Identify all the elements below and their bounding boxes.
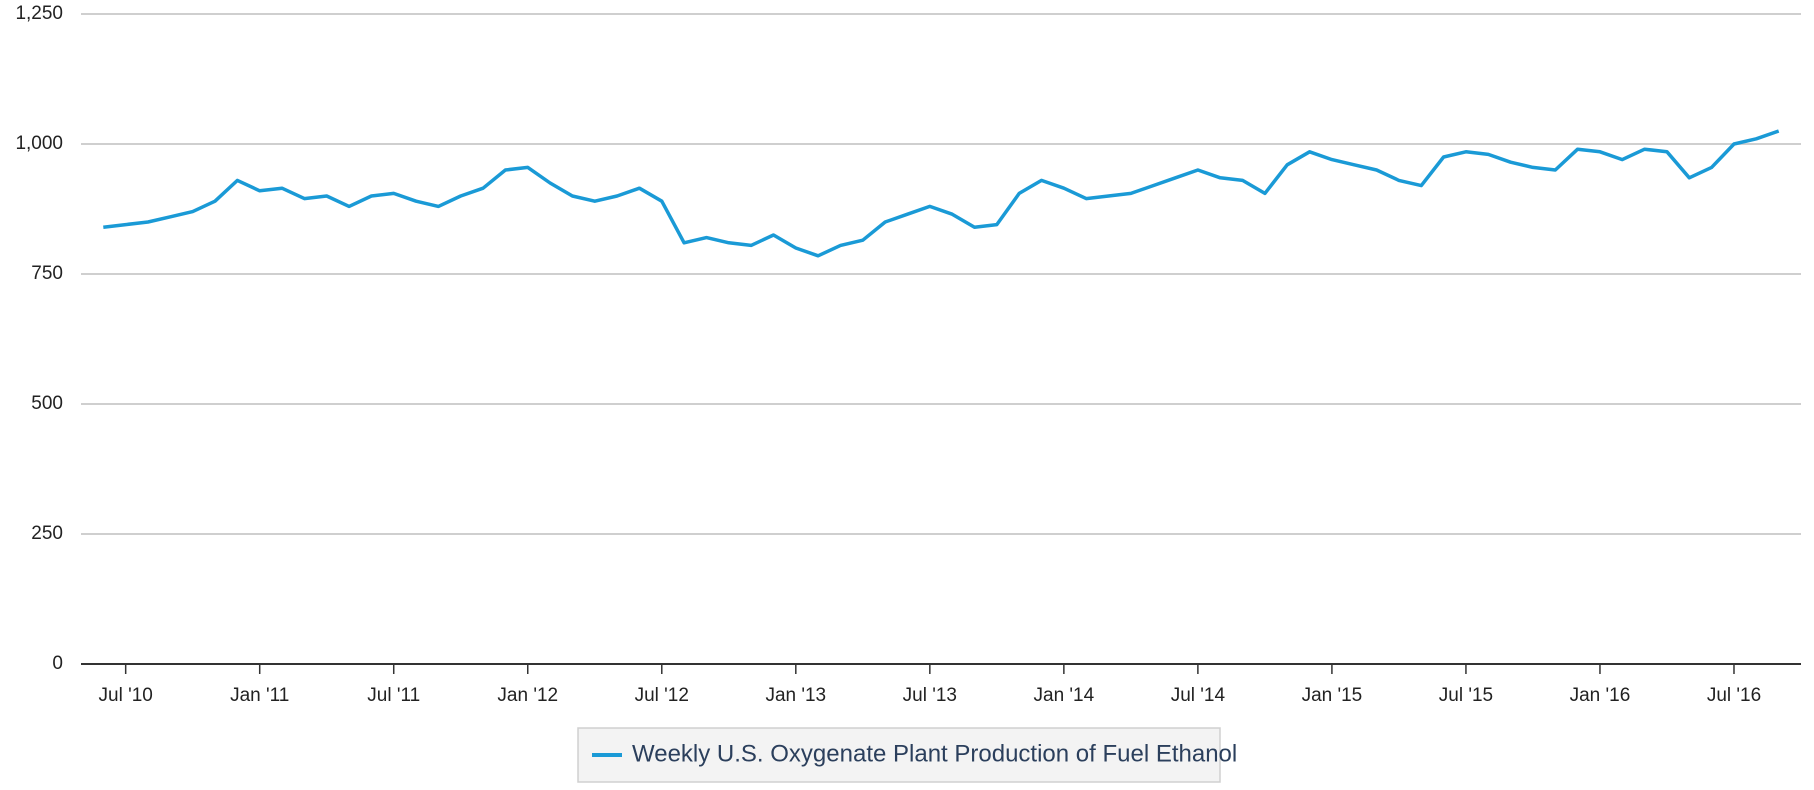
data-line [103,129,1780,258]
x-tick-label: Jul '12 [635,685,689,706]
x-tick-label: Jan '13 [765,685,826,706]
y-tick-label: 0 [52,653,63,674]
x-tick-label: Jul '15 [1439,685,1493,706]
legend-box [577,727,1221,783]
legend-label: Weekly U.S. Oxygenate Plant Production o… [632,740,1237,767]
x-tick-label: Jan '11 [230,685,289,706]
x-tick-label: Jul '14 [1171,685,1226,706]
x-tick-label: Jan '15 [1302,685,1363,706]
x-tick-label: Jul '11 [367,685,420,706]
y-tick-label: 750 [31,263,63,284]
x-tick-label: Jan '14 [1034,685,1095,706]
x-tick-label: Jul '16 [1707,685,1761,706]
y-tick-label: 1,250 [15,3,63,24]
y-tick-label: 500 [31,393,63,414]
y-tick-label: 250 [31,523,63,544]
x-tick-label: Jul '13 [903,685,957,706]
x-tick-label: Jan '12 [497,685,558,706]
x-tick-label: Jul '10 [99,685,153,706]
y-tick-label: 1,000 [15,133,63,154]
x-tick-label: Jan '16 [1570,685,1631,706]
